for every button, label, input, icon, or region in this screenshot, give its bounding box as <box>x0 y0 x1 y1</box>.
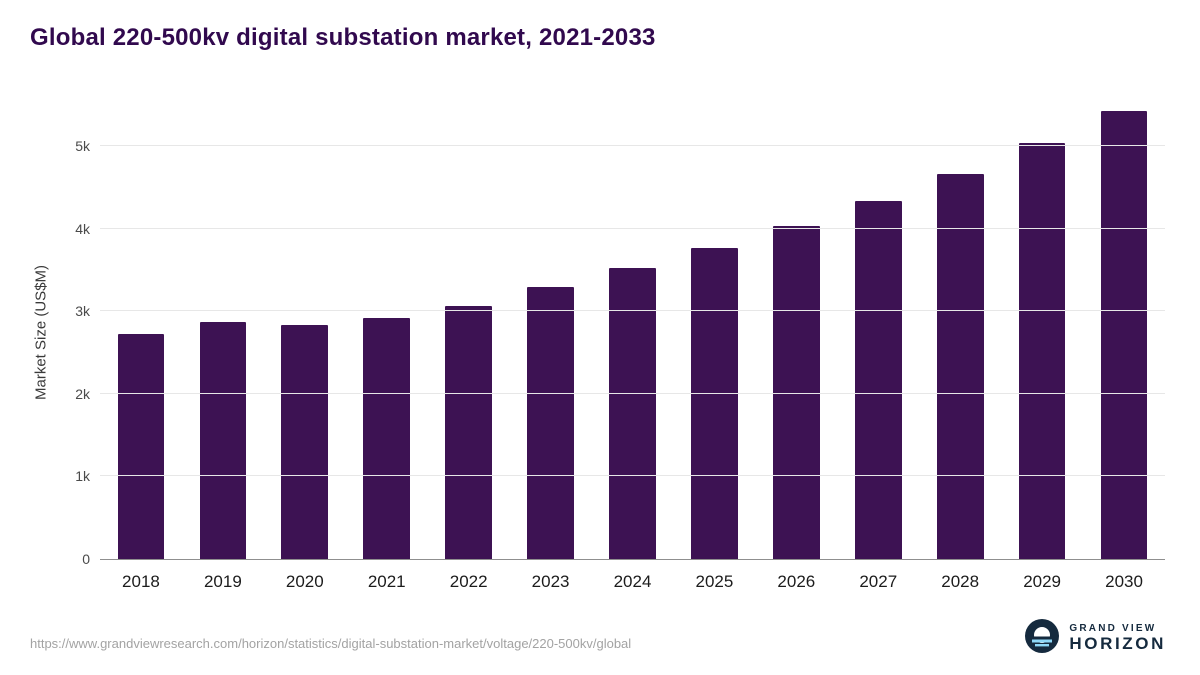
bar-slot <box>100 105 182 559</box>
y-tick-label: 2k <box>75 385 90 402</box>
bar-slot <box>346 105 428 559</box>
bar-2026 <box>772 225 820 559</box>
brand-logo: GRAND VIEW HORIZON <box>1024 618 1166 659</box>
x-tick-label: 2023 <box>531 572 570 591</box>
bar-2020 <box>281 324 329 559</box>
x-tick-label: 2028 <box>941 572 980 591</box>
y-tick-label: 1k <box>75 468 90 485</box>
chart-title: Global 220-500kv digital substation mark… <box>30 24 656 51</box>
x-tick-label: 2029 <box>1023 572 1062 591</box>
brand-logo-text: GRAND VIEW HORIZON <box>1069 623 1166 654</box>
bar-slot <box>592 105 674 559</box>
source-url: https://www.grandviewresearch.com/horizo… <box>30 636 632 651</box>
bar-slot <box>428 105 510 559</box>
bar-slot <box>182 105 264 559</box>
x-axis-labels: 2018 2019 2020 2021 2022 2023 2024 2025 2026 2027… <box>100 572 1165 592</box>
x-tick-label: 2022 <box>449 572 488 591</box>
bar-slot <box>264 105 346 559</box>
brand-name-top: GRAND VIEW <box>1069 622 1157 634</box>
y-tick-label: 0 <box>82 551 90 567</box>
gridline <box>100 227 1165 229</box>
bar-slot <box>919 105 1001 559</box>
horizon-logo-icon <box>1024 618 1060 659</box>
gridline <box>100 392 1165 394</box>
y-tick-label: 3k <box>75 303 90 320</box>
bar-2028 <box>936 173 984 559</box>
bar-slot <box>1001 105 1083 559</box>
y-tick-label: 5k <box>75 138 90 155</box>
bar-slot <box>755 105 837 559</box>
bar-slot <box>1083 105 1165 559</box>
bar-2021 <box>363 318 411 559</box>
bar-slot <box>510 105 592 559</box>
bar-2022 <box>445 305 492 559</box>
bar-2029 <box>1018 142 1066 559</box>
plot: 2018 2019 2020 2021 2022 2023 2024 2025 2026 2027… <box>75 105 1165 591</box>
x-tick-label: 2019 <box>203 572 242 591</box>
bars-container <box>100 105 1165 559</box>
gridline <box>100 310 1165 312</box>
x-tick-label: 2027 <box>859 572 898 591</box>
x-tick-label: 2026 <box>777 572 816 591</box>
x-tick-label: 2024 <box>613 572 652 591</box>
bar-slot <box>837 105 919 559</box>
y-axis-label: Market Size (US$M) <box>32 264 50 401</box>
chart: Market Size (US$M) 2018 2019 2020 2021 2022 2… <box>30 105 1165 591</box>
brand-name-bottom: HORIZON <box>1069 634 1166 654</box>
gridline <box>100 145 1165 147</box>
bar-2025 <box>691 247 738 559</box>
x-tick-label: 2025 <box>695 572 734 591</box>
x-tick-label: 2020 <box>285 572 324 591</box>
bar-slot <box>673 105 755 559</box>
bar-2023 <box>527 286 574 559</box>
bar-2030 <box>1100 110 1148 559</box>
x-tick-label: 2021 <box>367 572 406 591</box>
bar-2024 <box>609 267 656 559</box>
bar-2019 <box>199 322 247 559</box>
x-tick-label: 2018 <box>122 572 160 591</box>
x-tick-label: 2030 <box>1105 572 1143 591</box>
y-tick-label: 4k <box>75 220 90 237</box>
bar-2027 <box>854 200 902 559</box>
gridline <box>100 475 1165 477</box>
bar-2018 <box>117 334 165 559</box>
